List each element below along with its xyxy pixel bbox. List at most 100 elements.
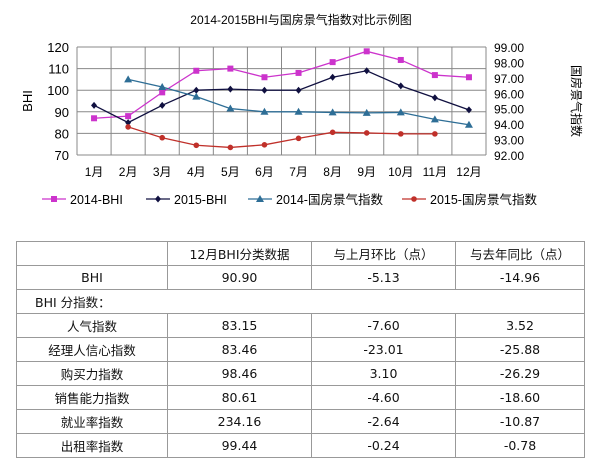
x-tick-label: 2月 — [119, 165, 138, 179]
data-point — [363, 67, 370, 75]
data-point — [329, 59, 336, 66]
cell: BHI — [16, 265, 168, 290]
cell: -0.78 — [455, 433, 585, 458]
x-tick-label: 4月 — [187, 165, 206, 179]
cell: -18.60 — [455, 385, 585, 410]
data-point — [159, 134, 166, 141]
legend-item: 2015-BHI — [146, 193, 227, 207]
series-line — [93, 70, 470, 124]
y-tick-label: 80 — [55, 126, 69, 141]
header-cell: 与去年同比（点） — [455, 241, 585, 266]
section-row: BHI 分指数： — [16, 289, 585, 314]
legend-label: 2015-BHI — [174, 193, 227, 207]
data-point — [159, 89, 166, 96]
data-point — [328, 108, 337, 116]
table-row: BHI 90.90 -5.13 -14.96 — [16, 265, 585, 290]
data-point — [363, 48, 370, 55]
x-tick-label: 6月 — [255, 165, 274, 179]
cell: 就业率指数 — [16, 409, 168, 434]
data-point — [261, 86, 268, 94]
data-point — [227, 65, 234, 72]
cell: -2.64 — [311, 409, 456, 434]
bhi-table: 12月BHI分类数据 与上月环比（点） 与去年同比（点） BHI 90.90 -… — [16, 241, 585, 458]
cell: 234.16 — [167, 409, 312, 434]
cell: 出租率指数 — [16, 433, 168, 458]
data-point — [91, 101, 98, 109]
chart-title: 2014-2015BHI与国房景气指数对比示例图 — [190, 12, 411, 27]
data-point — [397, 131, 404, 137]
table-row: 销售能力指数 80.61 -4.60 -18.60 — [16, 385, 585, 410]
cell: 80.61 — [167, 385, 312, 410]
data-point — [397, 82, 404, 90]
x-tick-label: 3月 — [153, 165, 172, 179]
y2-tick-label: 93.00 — [494, 134, 524, 148]
y-axis-label: BHI — [20, 90, 35, 112]
data-point — [91, 115, 98, 122]
data-point — [464, 120, 473, 128]
data-point — [261, 142, 268, 148]
cell: -5.13 — [311, 265, 456, 290]
data-point — [430, 115, 439, 123]
data-point — [329, 73, 336, 81]
data-point — [192, 92, 201, 100]
data-point — [432, 131, 438, 137]
cell: 人气指数 — [16, 313, 168, 338]
series-line — [94, 50, 469, 119]
cell: -7.60 — [311, 313, 456, 338]
legend-item: 2015-国房景气指数 — [402, 192, 537, 207]
line-chart: 2014-2015BHI与国房景气指数对比示例图 70 80 90 100 110 120… — [20, 12, 584, 207]
x-tick-label: 12月 — [456, 165, 481, 179]
header-cell — [16, 241, 168, 266]
cell: 经理人信心指数 — [16, 337, 168, 362]
cell: -14.96 — [455, 265, 585, 290]
cell: 3.52 — [455, 313, 585, 338]
data-point — [431, 94, 438, 102]
data-point — [193, 142, 200, 149]
y-tick-label: 100 — [47, 83, 69, 98]
data-point — [227, 85, 234, 93]
cell: -23.01 — [311, 337, 456, 362]
cell: 销售能力指数 — [16, 385, 168, 410]
legend-item: 2014-BHI — [42, 193, 123, 207]
x-tick-label: 5月 — [221, 165, 240, 179]
x-tick-label: 1月 — [85, 165, 104, 179]
x-tick-label: 10月 — [388, 165, 413, 179]
data-point — [124, 75, 133, 83]
cell: 98.46 — [167, 361, 312, 386]
y2-tick-label: 98.00 — [494, 56, 524, 70]
data-point — [256, 195, 264, 202]
legend-label: 2015-国房景气指数 — [430, 192, 537, 207]
data-point — [155, 195, 161, 203]
data-point — [396, 108, 405, 116]
table-row: 人气指数 83.15 -7.60 3.52 — [16, 313, 585, 338]
data-point — [226, 104, 235, 112]
data-point — [465, 106, 472, 114]
y2-tick-label: 96.00 — [494, 87, 524, 101]
cell: -0.24 — [311, 433, 456, 458]
data-point — [362, 108, 371, 116]
data-point — [227, 144, 234, 151]
data-point — [260, 107, 269, 115]
cell: 99.44 — [167, 433, 312, 458]
cell: -25.88 — [455, 337, 585, 362]
header-cell: 12月BHI分类数据 — [167, 241, 312, 266]
data-point — [295, 135, 302, 142]
data-point — [431, 72, 438, 79]
data-point — [397, 56, 404, 63]
data-point — [411, 196, 417, 202]
y2-tick-label: 97.00 — [494, 72, 524, 86]
table-row: 就业率指数 234.16 -2.64 -10.87 — [16, 409, 585, 434]
data-point — [363, 130, 370, 136]
section-label: BHI 分指数： — [16, 289, 585, 314]
table-row: 购买力指数 98.46 3.10 -26.29 — [16, 361, 585, 386]
cell: 90.90 — [167, 265, 312, 290]
cell: -4.60 — [311, 385, 456, 410]
x-tick-label: 8月 — [323, 165, 342, 179]
legend-label: 2014-BHI — [70, 193, 123, 207]
y-tick-label: 70 — [55, 148, 69, 163]
data-point — [125, 119, 132, 127]
cell: 3.10 — [311, 361, 456, 386]
cell: 购买力指数 — [16, 361, 168, 386]
y2-tick-label: 99.00 — [494, 41, 524, 55]
legend-item: 2014-国房景气指数 — [248, 192, 383, 207]
